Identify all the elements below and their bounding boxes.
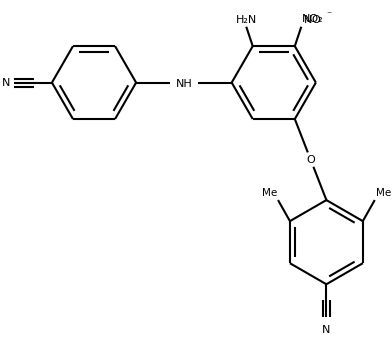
Text: Me: Me [261,188,277,198]
Text: ⁻: ⁻ [327,10,332,20]
Text: Me: Me [376,188,391,198]
Text: O: O [306,154,315,165]
Text: N: N [322,325,330,336]
Text: NO₂: NO₂ [302,14,323,24]
Text: N: N [303,15,312,25]
Text: O: O [312,15,320,25]
Text: NH: NH [176,79,192,89]
Text: N: N [2,78,11,88]
Text: H₂N: H₂N [236,15,257,25]
